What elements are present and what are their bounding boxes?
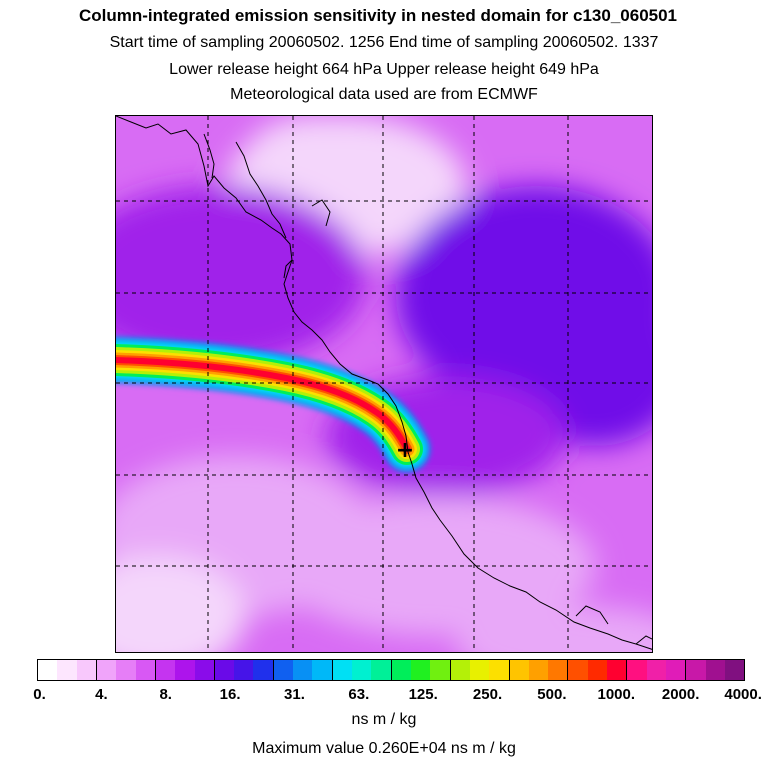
colorbar-tick-label: 0. (33, 686, 46, 703)
colorbar-tick-label: 500. (537, 686, 567, 703)
colorbar-swatch (175, 660, 195, 680)
field-blob (246, 116, 386, 196)
colorbar-swatch (568, 660, 588, 680)
colorbar (37, 659, 745, 681)
colorbar-swatch (391, 660, 411, 680)
colorbar-swatch (587, 660, 608, 680)
colorbar-swatch (155, 660, 176, 680)
colorbar-swatch (528, 660, 549, 680)
colorbar-tick-label: 1000. (597, 686, 636, 703)
field-blob (456, 606, 652, 652)
receptor-marker: + (396, 438, 414, 463)
colorbar-swatch (410, 660, 431, 680)
sensitivity-map: + (115, 115, 653, 653)
colorbar-swatch (607, 660, 628, 680)
colorbar-swatch (450, 660, 470, 680)
colorbar-swatch (489, 660, 510, 680)
colorbar-swatch (509, 660, 529, 680)
colorbar-swatch (332, 660, 352, 680)
colorbar-tick-label: 250. (472, 686, 503, 703)
colorbar-swatch (666, 660, 687, 680)
colorbar-swatch (469, 660, 490, 680)
colorbar-swatch (371, 660, 392, 680)
colorbar-swatch (293, 660, 313, 680)
colorbar-swatch (430, 660, 451, 680)
colorbar-swatch (214, 660, 235, 680)
figure-title: Column-integrated emission sensitivity i… (78, 6, 678, 25)
colorbar-swatch (627, 660, 647, 680)
colorbar-swatch (686, 660, 706, 680)
field-blob (116, 556, 246, 652)
release-height-line: Lower release height 664 hPa Upper relea… (169, 61, 599, 78)
colorbar-tick-label: 125. (408, 686, 438, 703)
colorbar-tick-label: 2000. (661, 686, 700, 703)
colorbar-swatch (135, 660, 156, 680)
colorbar-tick-label: 16. (219, 686, 241, 703)
colorbar-swatch (273, 660, 294, 680)
colorbar-tick-label: 4. (95, 686, 108, 703)
colorbar-swatch (646, 660, 666, 680)
colorbar-swatch (312, 660, 333, 680)
field-blob (116, 186, 366, 366)
colorbar-swatch (234, 660, 254, 680)
colorbar-swatch (253, 660, 274, 680)
colorbar-swatch (76, 660, 97, 680)
colorbar-swatch (38, 660, 58, 680)
coastline (116, 116, 652, 650)
met-data-line: Meteorological data used are from ECMWF (230, 86, 538, 103)
sampling-time-line: Start time of sampling 20060502. 1256 En… (109, 34, 659, 51)
map-canvas: + (116, 116, 652, 652)
colorbar-swatch (57, 660, 77, 680)
colorbar-tick-label: 63. (348, 686, 370, 703)
colorbar-swatch (705, 660, 725, 680)
colorbar-swatch (724, 660, 745, 680)
maximum-value-label: Maximum value 0.260E+04 ns m / kg (252, 740, 516, 757)
colorbar-swatch (352, 660, 372, 680)
colorbar-units: ns m / kg (351, 711, 417, 728)
colorbar-swatch (116, 660, 136, 680)
colorbar-tick-label: 31. (284, 686, 305, 703)
colorbar-swatch (194, 660, 215, 680)
colorbar-swatch (96, 660, 117, 680)
colorbar-tick-label: 8. (159, 686, 172, 703)
colorbar-tick-label: 4000. (724, 686, 762, 703)
colorbar-swatch (548, 660, 569, 680)
